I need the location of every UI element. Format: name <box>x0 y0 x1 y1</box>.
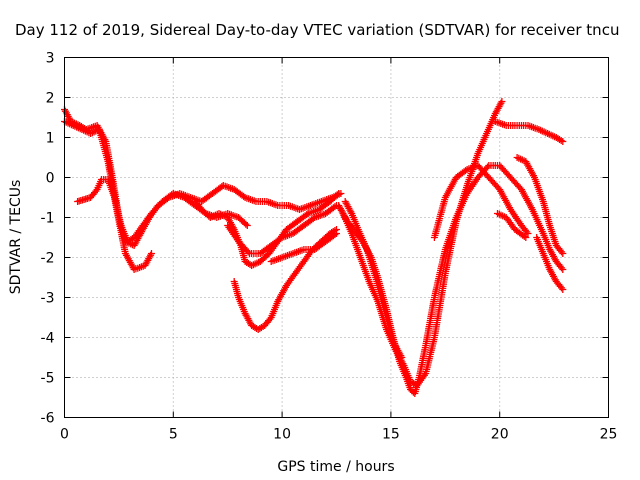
data-point <box>520 232 528 240</box>
data-point <box>559 138 567 145</box>
data-point <box>398 354 406 361</box>
y-tick-label: 2 <box>46 91 55 107</box>
grid-lines <box>64 57 609 418</box>
series-arc-12 <box>491 118 567 145</box>
data-point <box>558 284 565 292</box>
plot-frame <box>64 57 609 418</box>
x-tick-label: 25 <box>600 427 618 443</box>
series-arc-6 <box>224 202 340 257</box>
data-point <box>242 220 250 228</box>
series-arc-9 <box>339 98 506 389</box>
data-point <box>522 234 530 241</box>
series-arc-14 <box>494 210 530 241</box>
data-points <box>61 98 567 397</box>
data-point <box>559 286 567 293</box>
y-tick-label: -1 <box>41 211 55 227</box>
x-tick-label: 5 <box>169 427 178 443</box>
series-arc-10 <box>341 198 406 361</box>
x-tick-label: 10 <box>273 427 291 443</box>
data-point <box>333 191 341 199</box>
y-axis-label: SDTVAR / TECUs <box>8 180 24 295</box>
data-point <box>558 264 565 272</box>
y-tick-label: 1 <box>46 131 55 147</box>
y-tick-label: -2 <box>41 251 55 267</box>
x-tick-label: 15 <box>382 427 400 443</box>
series-arc-15 <box>533 234 567 293</box>
y-tick-label: -4 <box>41 331 55 347</box>
data-point <box>333 230 340 237</box>
y-tick-label: 3 <box>46 51 55 67</box>
data-point <box>331 231 339 239</box>
data-point <box>266 315 274 323</box>
series-arc-13 <box>513 154 567 257</box>
data-point <box>558 248 565 256</box>
chart-title: Day 112 of 2019, Sidereal Day-to-day VTE… <box>15 21 619 39</box>
y-tick-label: 0 <box>46 171 55 187</box>
axis-ticks: 0 5 10 15 20 25 -6 -5 -4 -3 -2 -1 0 1 2 3 <box>41 51 618 443</box>
data-point <box>243 222 251 229</box>
series-arc-7 <box>267 230 340 265</box>
y-tick-label: -6 <box>41 411 55 427</box>
data-point <box>148 250 155 257</box>
data-point <box>523 228 531 236</box>
x-axis-label: GPS time / hours <box>277 459 394 475</box>
data-point <box>559 266 567 273</box>
y-tick-label: -3 <box>41 291 55 307</box>
data-point <box>484 163 491 171</box>
series-arc-11 <box>430 162 532 241</box>
data-point <box>244 248 252 256</box>
data-point <box>524 230 532 237</box>
y-tick-label: -5 <box>41 371 55 387</box>
data-point <box>557 137 565 144</box>
data-point <box>498 98 506 105</box>
x-tick-label: 20 <box>491 427 509 443</box>
data-point <box>559 250 567 257</box>
x-tick-label: 0 <box>60 427 69 443</box>
data-point <box>335 190 343 197</box>
data-point <box>92 187 100 195</box>
